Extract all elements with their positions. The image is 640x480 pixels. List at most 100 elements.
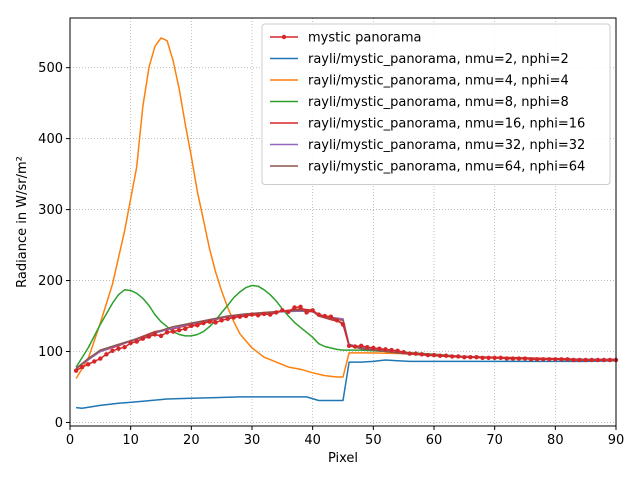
data-point <box>328 314 334 319</box>
data-point <box>425 352 431 358</box>
data-point <box>541 357 546 362</box>
y-tick-label: 500 <box>38 61 63 76</box>
data-point <box>583 357 588 363</box>
data-point <box>607 357 613 363</box>
data-point <box>152 332 158 337</box>
data-point <box>298 304 303 309</box>
data-point <box>383 347 388 352</box>
data-point <box>450 354 455 359</box>
data-point <box>365 345 370 350</box>
x-axis-label: Pixel <box>328 451 358 466</box>
data-point <box>268 312 273 317</box>
data-point <box>128 340 133 346</box>
data-point <box>601 357 607 363</box>
series-line-2 <box>75 284 616 368</box>
y-tick-label: 0 <box>55 416 63 431</box>
data-point <box>255 313 261 318</box>
plot-area <box>73 37 619 410</box>
data-point <box>237 314 243 319</box>
data-point <box>498 355 503 361</box>
data-point <box>213 320 218 325</box>
data-point <box>431 352 437 358</box>
y-axis-label: Radiance in W/sr/m² <box>15 156 30 288</box>
data-point <box>249 312 255 317</box>
data-point <box>304 310 309 315</box>
data-point <box>219 318 224 323</box>
data-point <box>201 320 206 326</box>
data-point <box>225 316 230 322</box>
x-tick-label: 80 <box>547 433 564 448</box>
data-point <box>559 357 564 362</box>
data-point <box>261 311 267 317</box>
legend-entry: rayli/mystic_panorama, nmu=2, nphi=2 <box>308 52 569 67</box>
data-point <box>437 353 443 358</box>
data-point <box>231 315 236 320</box>
data-point <box>79 364 85 370</box>
data-point <box>577 357 582 363</box>
legend-entry: mystic panorama <box>308 31 421 46</box>
x-tick-label: 30 <box>244 433 261 448</box>
data-point <box>189 323 194 329</box>
x-tick-label: 60 <box>426 433 443 448</box>
data-point <box>407 351 412 356</box>
data-point <box>310 308 315 313</box>
y-tick-label: 100 <box>38 345 63 360</box>
data-point <box>565 357 570 362</box>
data-point <box>158 333 164 339</box>
x-tick-label: 10 <box>122 433 139 448</box>
data-point <box>589 357 594 363</box>
data-point <box>110 348 115 353</box>
data-point <box>547 357 552 362</box>
x-tick-label: 0 <box>66 433 74 448</box>
data-point <box>480 355 485 361</box>
x-tick-label: 40 <box>304 433 321 448</box>
data-point <box>134 339 139 344</box>
data-point <box>571 357 576 363</box>
data-point <box>504 356 509 361</box>
data-point <box>104 352 109 357</box>
data-point <box>419 352 425 357</box>
axes-frame <box>69 17 617 427</box>
x-tick-label: 50 <box>365 433 382 448</box>
data-point <box>371 345 376 351</box>
data-point <box>98 356 103 361</box>
legend-entry: rayli/mystic_panorama, nmu=4, nphi=4 <box>308 74 569 89</box>
legend-entry: rayli/mystic_panorama, nmu=16, nphi=16 <box>308 117 585 132</box>
series-line-0 <box>76 359 617 410</box>
data-point <box>86 362 91 367</box>
data-point <box>195 323 200 328</box>
data-point <box>389 347 394 353</box>
y-tick-label: 200 <box>38 274 63 289</box>
data-point <box>486 355 491 361</box>
data-point <box>334 318 340 323</box>
data-point <box>274 310 279 315</box>
legend-box <box>261 23 611 185</box>
data-point <box>140 336 145 341</box>
x-tick-label: 70 <box>486 433 503 448</box>
ticks: 0 10 20 30 40 50 60 70 80 90 0 100 200 300 400 500 <box>38 61 624 448</box>
data-point <box>164 330 170 335</box>
data-point <box>359 343 364 349</box>
data-point <box>462 354 467 360</box>
legend-entry: rayli/mystic_panorama, nmu=8, nphi=8 <box>308 95 569 110</box>
data-point <box>177 328 182 333</box>
legend-entry: rayli/mystic_panorama, nmu=64, nphi=64 <box>308 160 585 175</box>
data-point <box>528 357 534 362</box>
data-point <box>553 357 558 362</box>
data-point <box>286 309 291 314</box>
data-point <box>443 353 449 358</box>
data-point <box>316 312 321 317</box>
data-point <box>413 351 418 356</box>
data-point <box>346 343 352 349</box>
legend: mystic panorama rayli/mystic_panorama, nm… <box>261 23 611 185</box>
data-point <box>243 313 249 319</box>
data-point <box>456 354 461 359</box>
data-point <box>401 350 406 355</box>
data-point <box>492 355 497 361</box>
data-point <box>92 359 97 364</box>
data-point <box>516 356 522 361</box>
data-point <box>474 354 479 360</box>
data-point <box>116 346 121 351</box>
legend-marker <box>281 34 287 40</box>
